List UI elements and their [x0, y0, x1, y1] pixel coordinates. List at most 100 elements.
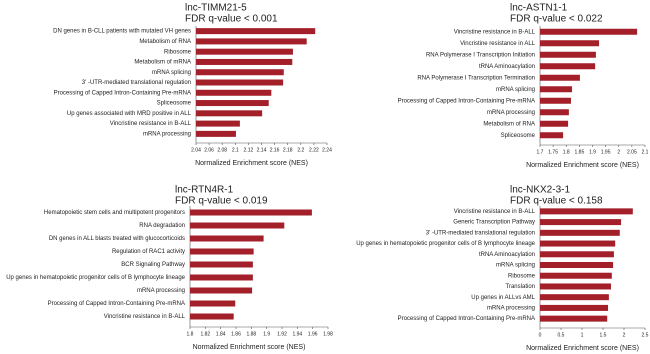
bar	[196, 89, 272, 96]
x-tick-label: 0	[539, 332, 542, 338]
bar	[190, 313, 234, 320]
x-tick-label: 1.9	[589, 149, 596, 155]
bar	[540, 40, 600, 47]
panel-title: lnc-NKX2-3-1	[510, 185, 570, 196]
x-axis-label: Normalized Enrichment score (NES)	[526, 162, 639, 169]
category-label: DN genes in B-CLL patients with mutated …	[53, 29, 191, 35]
x-tick-label: 2.12	[244, 147, 254, 153]
bar	[540, 74, 580, 81]
category-label: mRNA processing	[487, 305, 535, 311]
x-axis-label: Normalized Enrichment score (NES)	[195, 160, 308, 167]
category-label: mRNA processing	[137, 288, 185, 294]
category-label: Ribosome	[508, 273, 536, 279]
category-label: Translation	[506, 284, 535, 290]
x-tick-label: 1.98	[323, 331, 333, 337]
category-label: Up genes associated with MRD positive in…	[67, 111, 192, 117]
x-axis-label: Normalized Enrichment score (NES)	[526, 345, 639, 352]
x-tick-label: 1.86	[231, 331, 241, 337]
category-label: Up genes in hematopoietic progenitor cel…	[6, 275, 185, 281]
category-label: Ribosome	[164, 49, 192, 55]
category-label: Vincristine resistance in B-ALL	[454, 29, 536, 35]
x-tick-label: 2.24	[322, 147, 332, 153]
bar	[196, 110, 263, 117]
bar	[540, 120, 569, 127]
category-label: Metabolism of RNA	[483, 121, 535, 127]
x-tick-label: 1	[581, 332, 584, 338]
x-tick-label: 2.22	[309, 147, 319, 153]
bar	[196, 130, 236, 137]
bar	[190, 300, 236, 307]
x-tick-label: 2	[617, 149, 620, 155]
x-tick-label: 2.2	[297, 147, 304, 153]
bar	[190, 287, 253, 294]
bar	[540, 132, 564, 139]
bar	[540, 28, 638, 35]
x-tick-label: 2.05	[627, 149, 637, 155]
category-label: Metabolism of mRNA	[134, 60, 191, 66]
x-tick-label: 2.5	[642, 332, 649, 338]
x-tick-label: 1.7	[537, 149, 544, 155]
x-tick-label: 2.16	[270, 147, 280, 153]
category-label: tRNA Aminoacylation	[479, 252, 535, 258]
category-label: RNA Polymerase I Transcription Initiatio…	[426, 52, 535, 58]
x-tick-label: 1.88	[246, 331, 256, 337]
category-label: Generic Transcription Pathway	[453, 220, 535, 226]
panel-title: lnc-RTN4R-1	[175, 185, 234, 196]
category-label: mRNA splicing	[496, 263, 535, 269]
x-tick-label: 1.8	[563, 149, 570, 155]
x-tick-label: 1.95	[601, 149, 611, 155]
x-tick-label: 0.5	[558, 332, 565, 338]
category-label: RNA degradation	[139, 223, 185, 229]
x-tick-label: 1.92	[277, 331, 287, 337]
category-label: Processing of Capped Intron-Containing P…	[48, 301, 185, 307]
bar	[540, 251, 614, 258]
bar	[196, 100, 269, 107]
category-label: 3' -UTR-mediated translational regulatio…	[426, 230, 535, 236]
category-label: Metabolism of RNA	[139, 39, 191, 45]
category-label: BCR Signaling Pathway	[121, 262, 185, 268]
x-tick-label: 2.1	[642, 149, 649, 155]
panel-subtitle: FDR q-value < 0.022	[510, 14, 603, 25]
bar	[540, 315, 608, 322]
bar	[540, 97, 571, 104]
x-tick-label: 1.5	[600, 332, 607, 338]
category-label: Up genes in hematopoietic progenitor cel…	[356, 241, 535, 247]
x-tick-label: 2.08	[217, 147, 227, 153]
category-label: Vincristine resistance in B-ALL	[104, 314, 186, 320]
x-tick-label: 1.8	[187, 331, 194, 337]
bar	[190, 261, 253, 268]
x-tick-label: 2	[623, 332, 626, 338]
bar	[540, 63, 596, 70]
category-label: Vincristine resistance in B-ALL	[110, 121, 192, 127]
category-label: mRNA processing	[143, 131, 191, 137]
bar	[196, 69, 284, 76]
category-label: tRNA Aminoacylation	[479, 64, 535, 70]
bar	[190, 222, 285, 229]
bar	[196, 58, 293, 65]
bar	[540, 109, 569, 116]
bar	[196, 28, 316, 35]
bar	[540, 283, 611, 290]
x-tick-label: 2.14	[257, 147, 267, 153]
category-label: Spliceosome	[501, 133, 536, 139]
x-tick-label: 1.96	[308, 331, 318, 337]
category-label: DN genes in ALL blasts treated with gluc…	[49, 236, 185, 242]
category-label: Hematopoietic stem cells and multipotent…	[44, 210, 185, 216]
panel-title: lnc-TIMM21-5	[185, 3, 247, 14]
x-tick-label: 1.84	[216, 331, 226, 337]
bar	[540, 208, 633, 215]
bar	[540, 272, 612, 279]
x-tick-label: 1.85	[575, 149, 585, 155]
x-axis-label: Normalized Enrichment score (NES)	[193, 344, 306, 351]
bar	[540, 51, 596, 58]
bar	[196, 120, 240, 127]
x-tick-label: 2.06	[204, 147, 214, 153]
category-label: Regulation of RAC1 activity	[112, 249, 185, 255]
bar	[540, 86, 573, 93]
bar	[540, 240, 616, 247]
category-label: Processing of Capped Intron-Containing P…	[54, 90, 191, 96]
category-label: Processing of Capped Intron-Containing P…	[398, 98, 535, 104]
bar	[196, 79, 284, 86]
category-label: Vincristine resistance in B-ALL	[454, 209, 536, 215]
category-label: mRNA splicing	[152, 70, 191, 76]
